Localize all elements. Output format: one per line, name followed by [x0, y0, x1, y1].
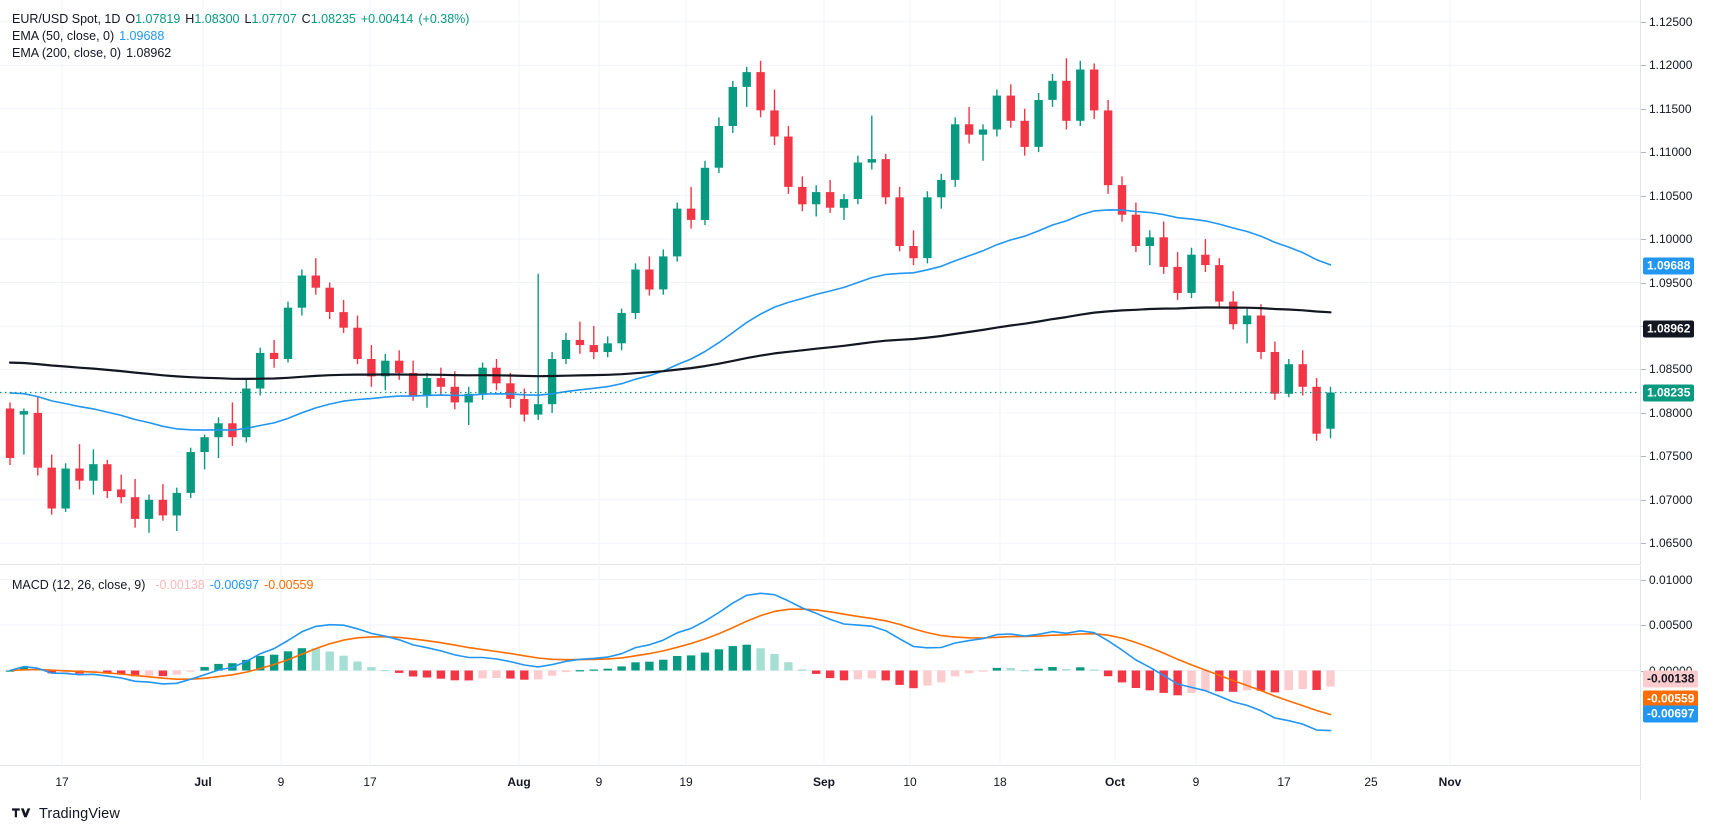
price-axis-tickmark — [1641, 152, 1646, 154]
ema50-price-badge[interactable]: 1.09688 — [1643, 257, 1695, 275]
time-axis-label: 19 — [679, 775, 693, 789]
last-price-badge[interactable]: 1.08235 — [1643, 384, 1695, 401]
price-axis-tick: 1.09500 — [1649, 275, 1693, 290]
time-axis-label: Nov — [1438, 775, 1462, 789]
price-axis-tick: 1.10000 — [1649, 232, 1693, 246]
price-axis-tick: 1.12000 — [1649, 58, 1693, 73]
price-axis-tick: 1.11000 — [1649, 145, 1692, 160]
price-axis-tick: 1.07500 — [1649, 449, 1693, 464]
price-axis-tick: 1.08500 — [1649, 362, 1693, 377]
macd-axis[interactable]: 0.010000.005000.00000-0.00138-0.00559-0.… — [1640, 566, 1723, 766]
macd-axis-tick: 0.00500 — [1649, 618, 1693, 633]
time-axis-label: 17 — [55, 775, 69, 789]
price-axis-tickmark — [1641, 108, 1646, 110]
price-axis-tick: 1.10500 — [1649, 188, 1693, 203]
axis-corner — [1640, 767, 1723, 800]
macd-axis-tick: 0.01000 — [1649, 572, 1693, 587]
price-axis-tickmark — [1641, 499, 1646, 501]
time-axis-label: 10 — [903, 775, 917, 789]
price-axis-tickmark — [1641, 282, 1646, 284]
time-axis-label: Jul — [194, 775, 212, 789]
footer-brand-text: TradingView — [39, 806, 120, 822]
time-axis-label: Oct — [1104, 775, 1126, 789]
macd-axis-tickmark — [1641, 579, 1646, 581]
time-axis-label: 17 — [1277, 775, 1291, 789]
time-axis-label: Sep — [812, 775, 836, 789]
price-axis-tickmark — [1641, 239, 1646, 240]
time-axis-label: Aug — [507, 775, 531, 789]
time-axis-label: 9 — [595, 775, 603, 789]
time-axis[interactable]: 17 Jul 9 17 Aug 9 19 Sep 10 18 Oct 9 17 25 Nov — [0, 767, 1640, 800]
macd-pane[interactable] — [0, 566, 1640, 766]
price-axis-tick: 1.06500 — [1649, 536, 1693, 551]
price-candlestick-svg — [0, 0, 1640, 565]
macd-axis-tickmark — [1641, 625, 1646, 627]
time-axis-label: 9 — [1192, 775, 1200, 789]
price-pane[interactable] — [0, 0, 1640, 565]
price-axis-tickmark — [1641, 65, 1646, 67]
macd-indicator-svg — [0, 566, 1640, 766]
time-axis-label: 18 — [993, 775, 1007, 789]
price-axis[interactable]: 1.12500 1.12000 1.11500 1.11000 1.10500 1.100… — [1640, 0, 1723, 565]
footer-branding[interactable]: TradingView — [12, 806, 120, 822]
time-axis-label: 9 — [277, 775, 285, 789]
macd-hist-badge[interactable]: -0.00138 — [1643, 670, 1699, 687]
macd-line-badge[interactable]: -0.00559 — [1643, 690, 1699, 707]
price-axis-tickmark — [1641, 412, 1646, 414]
time-axis-label: 25 — [1364, 775, 1378, 789]
price-axis-tickmark — [1641, 543, 1646, 545]
tradingview-logo-icon — [12, 807, 31, 817]
macd-signal-badge[interactable]: -0.00697 — [1643, 705, 1699, 722]
price-axis-tick: 1.07000 — [1649, 492, 1693, 507]
price-axis-tickmark — [1641, 195, 1646, 197]
price-axis-tick: 1.11500 — [1649, 101, 1692, 116]
ema200-price-badge[interactable]: 1.08962 — [1643, 320, 1695, 338]
time-axis-label: 17 — [363, 775, 377, 789]
price-axis-tick: 1.12500 — [1649, 14, 1693, 29]
chart-frame: 17 Jul 9 17 Aug 9 19 Sep 10 18 Oct 9 17 25 Nov 1.12500… — [0, 0, 1723, 800]
price-axis-tickmark — [1641, 21, 1646, 23]
price-axis-tickmark — [1641, 456, 1646, 458]
price-axis-tickmark — [1641, 369, 1646, 371]
price-axis-tick: 1.08000 — [1649, 405, 1693, 420]
